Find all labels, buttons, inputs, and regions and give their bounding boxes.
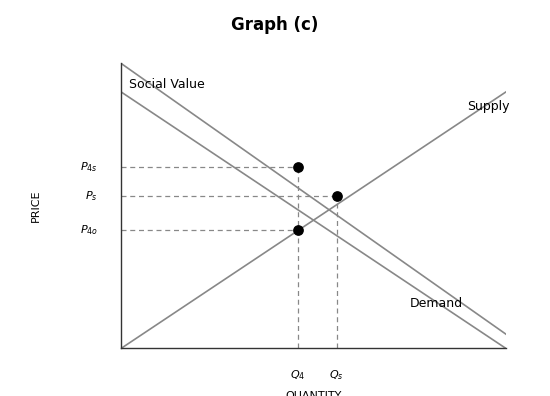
- Point: [294, 164, 302, 171]
- Text: PRICE: PRICE: [31, 190, 41, 222]
- Text: QUANTITY: QUANTITY: [285, 391, 342, 396]
- Text: Social Value: Social Value: [129, 78, 205, 91]
- Text: $P_{4o}$: $P_{4o}$: [80, 223, 98, 237]
- Text: $P_{4s}$: $P_{4s}$: [80, 160, 98, 174]
- Text: $Q_4$: $Q_4$: [290, 368, 306, 382]
- Point: [332, 193, 341, 199]
- Text: Graph (c): Graph (c): [232, 16, 318, 34]
- Text: $P_{s}$: $P_{s}$: [85, 189, 98, 203]
- Text: $Q_s$: $Q_s$: [329, 368, 344, 382]
- Text: Supply: Supply: [468, 100, 510, 112]
- Text: Demand: Demand: [410, 297, 463, 310]
- Point: [294, 227, 302, 233]
